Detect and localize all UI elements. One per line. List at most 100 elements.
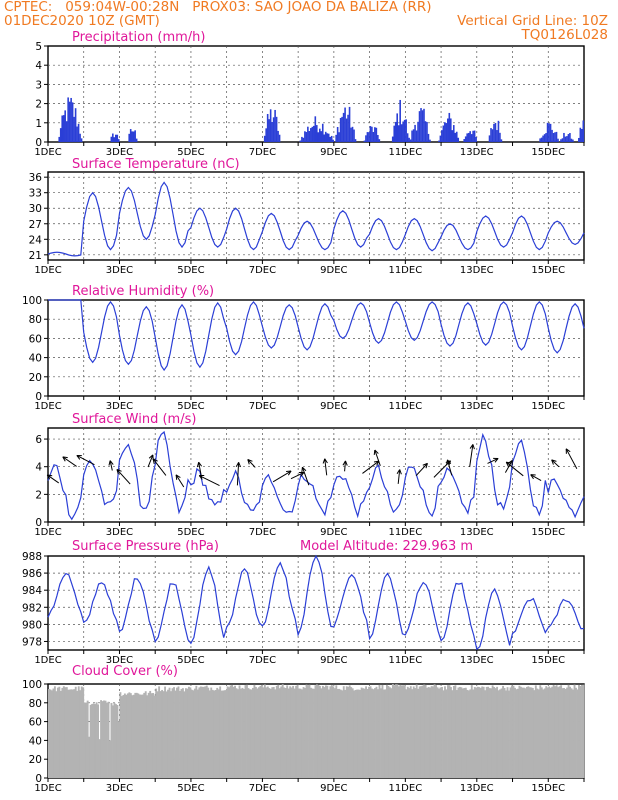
precip-bar xyxy=(368,132,370,142)
wind-arrow-head xyxy=(324,458,328,464)
y-tick-label: 0 xyxy=(35,773,42,785)
cloud-bar xyxy=(360,687,363,778)
precip-bar xyxy=(551,129,553,142)
precip-bar xyxy=(454,132,457,142)
cloud-bar xyxy=(371,688,373,778)
cloud-bar xyxy=(406,686,409,778)
y-tick-label: 21 xyxy=(29,250,42,262)
cloud-bar xyxy=(304,687,306,778)
x-tick-label: 13DEC xyxy=(460,265,494,276)
cloud-bar xyxy=(132,694,135,778)
cloud-bar xyxy=(390,688,393,778)
cloud-bar xyxy=(324,685,327,778)
cloud-bar xyxy=(353,690,356,778)
cloud-bar xyxy=(246,684,248,778)
cloud-bar xyxy=(250,689,253,778)
precip-bar xyxy=(579,127,582,142)
cloud-bar xyxy=(575,687,577,778)
cloud-bar xyxy=(122,694,125,778)
cloud-bar xyxy=(275,685,278,778)
cloud-bar xyxy=(423,684,426,778)
cloud-bar xyxy=(71,689,74,778)
y-tick-label: 988 xyxy=(22,551,42,563)
cloud-bar xyxy=(313,688,315,778)
x-tick-label: 1DEC xyxy=(34,527,61,538)
cloud-bar xyxy=(79,690,82,778)
cloud-bar xyxy=(174,690,177,778)
cloud-bar xyxy=(454,685,457,778)
wind-arrow-head xyxy=(109,460,114,465)
cloud-bar xyxy=(165,691,168,778)
precip-bar xyxy=(116,134,119,142)
cloud-bar xyxy=(405,689,408,778)
cloud-bar xyxy=(171,688,174,778)
y-tick-label: 20 xyxy=(29,372,42,384)
cloud-bar xyxy=(301,689,303,778)
cloud-bar xyxy=(461,688,464,778)
precip-bar xyxy=(542,135,544,142)
cloud-bar xyxy=(432,686,435,778)
cloud-bar xyxy=(579,686,582,778)
wind-arrow-head xyxy=(76,455,81,460)
cloud-bar xyxy=(180,688,183,778)
cloud-bar xyxy=(581,685,583,778)
y-tick-label: 60 xyxy=(29,333,42,345)
cloud-bar xyxy=(451,690,454,778)
precip-bar xyxy=(372,131,375,142)
cloud-bar xyxy=(458,686,461,778)
precip-bar xyxy=(348,106,351,142)
precip-bar xyxy=(132,131,135,142)
cloud-bar xyxy=(554,686,557,778)
y-tick-label: 40 xyxy=(29,735,42,747)
cloud-bar xyxy=(284,687,287,778)
cloud-bar xyxy=(383,689,385,778)
cloud-bar xyxy=(222,690,225,778)
cloud-bar xyxy=(292,685,295,778)
precip-bar xyxy=(274,109,276,142)
precip-bar xyxy=(545,133,547,142)
cloud-bar xyxy=(262,687,265,778)
x-tick-label: 5DEC xyxy=(177,655,204,666)
cloud-bar xyxy=(366,689,369,778)
wind-arrow-head xyxy=(62,456,68,459)
precip-bar xyxy=(397,125,400,142)
cloud-bar xyxy=(506,687,509,778)
x-tick-label: 3DEC xyxy=(106,655,133,666)
cloud-bar xyxy=(543,688,546,778)
cloud-bar xyxy=(332,686,335,778)
x-tick-label: 9DEC xyxy=(320,401,347,412)
wind-arrow xyxy=(46,474,60,484)
cloud-bar xyxy=(167,689,169,778)
cloud-bar xyxy=(260,684,263,778)
cloud-bar xyxy=(152,693,155,778)
cloud-bar xyxy=(402,685,405,778)
cloud-bar xyxy=(177,686,180,778)
y-tick-label: 60 xyxy=(29,717,42,729)
cloud-bar xyxy=(253,684,256,778)
x-tick-label: 1DEC xyxy=(34,655,61,666)
precip-bar xyxy=(117,139,120,142)
wind-arrow-head xyxy=(505,461,509,467)
y-tick-label: 2 xyxy=(35,99,42,111)
wind-arrow xyxy=(62,456,77,467)
precip-bar xyxy=(354,139,357,142)
cloud-bar xyxy=(308,684,311,778)
precip-bar xyxy=(473,130,476,142)
panel-frame xyxy=(47,171,585,261)
precip-bar xyxy=(450,118,452,142)
cloud-bar xyxy=(317,684,320,778)
wind-arrow-head xyxy=(551,459,557,462)
cloud-bar xyxy=(393,685,396,778)
cloud-bar xyxy=(323,687,326,778)
cloud-bar xyxy=(338,688,341,778)
cloud-bar xyxy=(503,687,506,778)
precip-bar xyxy=(543,134,546,142)
precip-bar xyxy=(70,97,72,142)
wind-arrow xyxy=(504,460,513,473)
cloud-bar xyxy=(335,685,338,778)
cloud-bar xyxy=(50,690,53,778)
precip-bar xyxy=(472,130,474,142)
cloud-bar xyxy=(211,689,214,778)
wind-arrow-head xyxy=(247,459,250,465)
cloud-bar xyxy=(329,686,332,778)
